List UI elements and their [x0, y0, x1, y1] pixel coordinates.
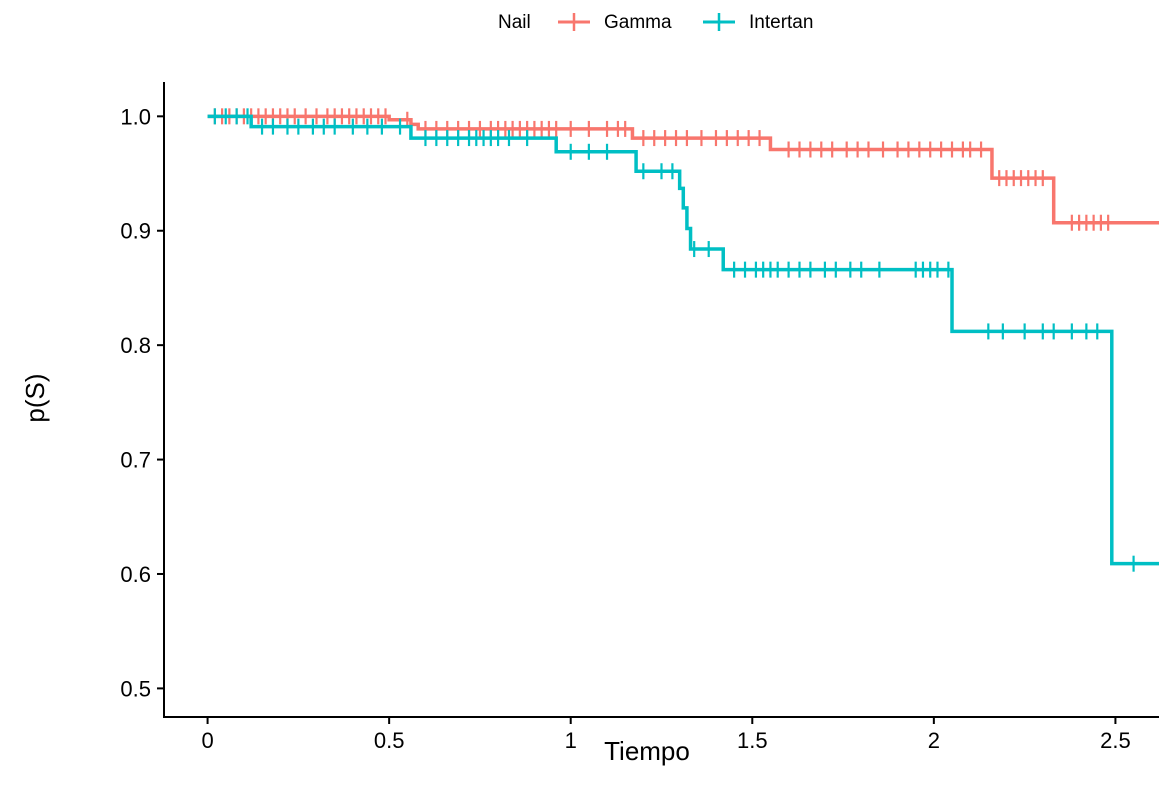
y-tick-label: 0.7 — [120, 448, 151, 473]
legend-title: Nail — [498, 12, 531, 33]
y-axis-title: p(S) — [20, 373, 50, 422]
x-axis-title: Tiempo — [604, 736, 690, 766]
x-tick-label: 1 — [565, 728, 577, 753]
y-tick-label: 0.6 — [120, 562, 151, 587]
x-tick-label: 2 — [928, 728, 940, 753]
legend-label-gamma: Gamma — [604, 12, 672, 33]
x-tick-label: 0.5 — [374, 728, 405, 753]
series-intertan — [207, 108, 1159, 572]
axes: 0.5 0.6 0.7 0.8 0.9 1.0 0 0.5 1 1.5 2 2.5 — [120, 82, 1159, 753]
x-tick-label: 0 — [201, 728, 213, 753]
y-tick-label: 0.8 — [120, 333, 151, 358]
legend-label-intertan: Intertan — [749, 12, 813, 33]
x-tick-label: 2.5 — [1100, 728, 1131, 753]
y-tick-label: 0.5 — [120, 676, 151, 701]
y-tick-label: 1.0 — [120, 104, 151, 129]
x-tick-label: 1.5 — [737, 728, 768, 753]
legend: Nail Gamma Intertan — [498, 12, 813, 33]
survival-curve-intertan — [207, 114, 1159, 566]
y-tick-label: 0.9 — [120, 219, 151, 244]
plot-area — [207, 108, 1159, 572]
